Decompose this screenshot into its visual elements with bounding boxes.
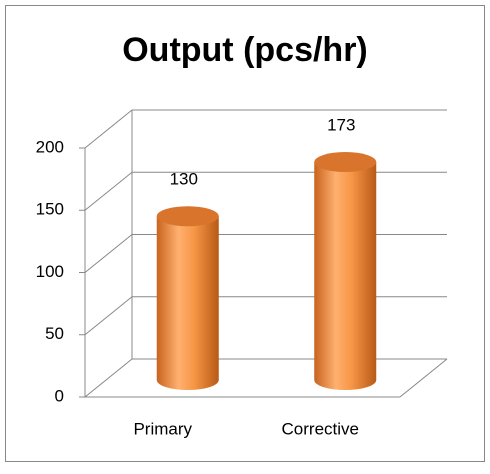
y-tick-label: 200 — [36, 137, 64, 156]
floor-edge — [399, 358, 448, 398]
bar-top — [156, 206, 219, 227]
data-label: 173 — [327, 116, 355, 135]
grid-line — [84, 171, 133, 211]
y-tick-label: 0 — [55, 386, 64, 405]
y-tick-label: 150 — [36, 200, 64, 219]
bar — [156, 206, 219, 390]
grid-line — [84, 234, 133, 273]
grid-line — [84, 358, 133, 398]
bar-body — [314, 162, 377, 390]
y-tick-label: 50 — [45, 324, 64, 343]
grid-line — [84, 109, 133, 149]
bar-body — [156, 216, 219, 390]
bar — [314, 152, 377, 390]
chart-border — [5, 5, 485, 462]
x-tick-label: Corrective — [282, 419, 359, 438]
bar-top — [314, 152, 377, 173]
y-tick-label: 100 — [36, 262, 64, 281]
data-label: 130 — [170, 170, 198, 189]
x-tick-label: Primary — [133, 419, 192, 438]
chart-title: Output (pcs/hr) — [122, 31, 368, 69]
grid-line — [84, 296, 133, 336]
